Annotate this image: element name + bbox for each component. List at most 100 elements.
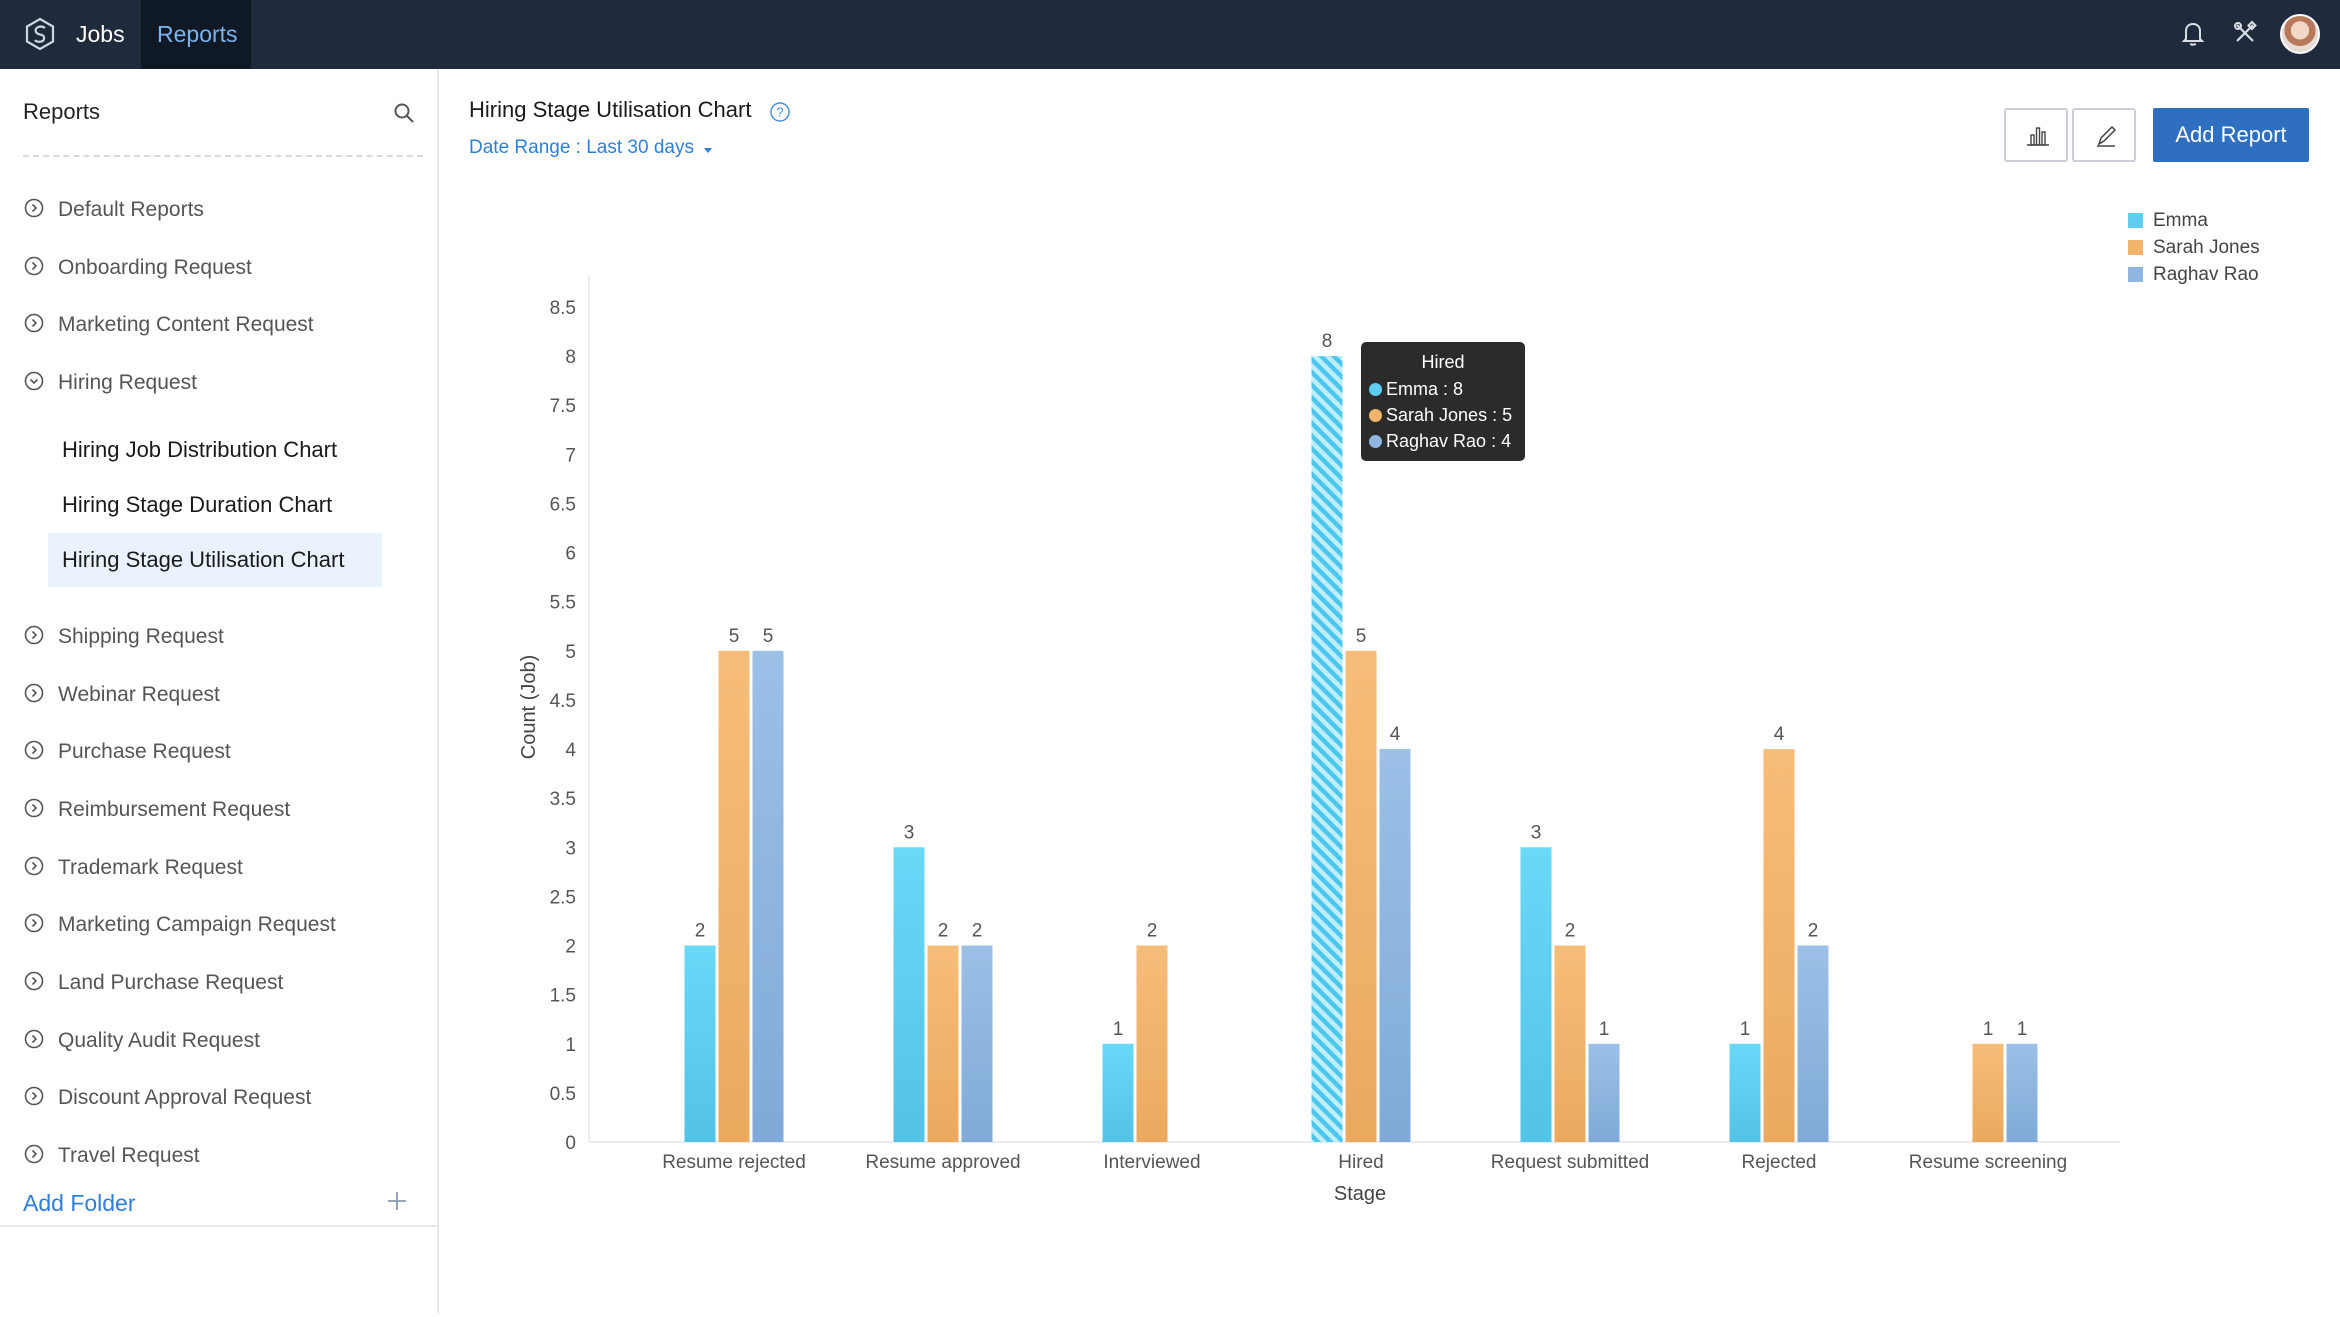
bar-interviewed-sarah-jones — [1136, 945, 1168, 1142]
tools-icon[interactable] — [2228, 16, 2262, 50]
sidebar-item-label: Marketing Campaign Request — [58, 913, 336, 936]
data-label-resume-screening-raghav-rao: 1 — [2017, 1019, 2028, 1040]
data-label-resume-approved-sarah-jones: 2 — [938, 921, 949, 942]
help-icon[interactable]: ? — [769, 101, 791, 123]
y-tick-label: 7 — [565, 445, 576, 466]
bar-chart-icon — [2027, 127, 2049, 146]
chevron-right-circle-icon — [24, 857, 44, 876]
sidebar-footer — [0, 1225, 437, 1317]
tooltip-dot — [1369, 383, 1382, 396]
y-tick-label: 0.5 — [550, 1084, 576, 1105]
legend-swatch — [2128, 213, 2143, 228]
y-tick-label: 7.5 — [550, 396, 576, 417]
tooltip-row-text: Emma : 8 — [1386, 379, 1464, 399]
y-tick-label: 4 — [565, 740, 576, 761]
bar-resume-rejected-raghav-rao — [752, 650, 784, 1142]
x-tick-label-resume-screening: Resume screening — [1909, 1152, 2067, 1173]
data-label-resume-rejected-emma: 2 — [695, 921, 706, 942]
add-folder-link[interactable]: Add Folder — [23, 1190, 136, 1216]
data-label-hired-raghav-rao: 4 — [1390, 724, 1401, 745]
sidebar-item-marketing-content-request[interactable]: Marketing Content Request — [24, 308, 314, 342]
y-tick-label: 2 — [565, 937, 576, 958]
chevron-right-circle-icon — [24, 199, 44, 218]
bar-chart: 0 0.5 1 1.5 2 2.5 3 3.5 4 4.5 5 5.5 6 6.5 7 7.5 8 8.5 Coun… — [518, 275, 2120, 1205]
data-label-interviewed-emma: 1 — [1113, 1019, 1124, 1040]
sidebar-item-webinar-request[interactable]: Webinar Request — [24, 678, 220, 712]
x-tick-label-interviewed: Interviewed — [1103, 1152, 1200, 1173]
plus-icon[interactable] — [386, 1190, 408, 1212]
y-tick-label: 1 — [565, 1035, 576, 1056]
svg-text:?: ? — [776, 105, 783, 120]
sidebar-item-quality-audit-request[interactable]: Quality Audit Request — [24, 1024, 260, 1058]
x-tick-label-resume-rejected: Resume rejected — [662, 1152, 806, 1173]
sidebar-item-onboarding-request[interactable]: Onboarding Request — [24, 251, 252, 285]
legend-item-sarah-jones[interactable]: Sarah Jones — [2128, 237, 2260, 259]
bar-resume-screening-sarah-jones — [1972, 1043, 2004, 1142]
tooltip-row-text: Sarah Jones : 5 — [1386, 405, 1513, 425]
bar-resume-approved-sarah-jones — [927, 945, 959, 1142]
x-tick-label-request-submitted: Request submitted — [1491, 1152, 1649, 1173]
sidebar-subitem-hiring-stage-utilisation-chart[interactable]: Hiring Stage Utilisation Chart — [48, 533, 382, 587]
sidebar-item-reimbursement-request[interactable]: Reimbursement Request — [24, 793, 290, 827]
sidebar-item-land-purchase-request[interactable]: Land Purchase Request — [24, 966, 283, 1000]
y-tick-label: 4.5 — [550, 691, 576, 712]
chart-tooltip: Hired Emma : 8 Sarah Jones : 5 Raghav Ra… — [1361, 342, 1525, 461]
sidebar-item-label: Quality Audit Request — [58, 1029, 260, 1052]
nav-tab-jobs[interactable]: Jobs — [76, 21, 125, 47]
user-avatar[interactable] — [2280, 14, 2320, 54]
edit-report-button[interactable] — [2072, 108, 2136, 162]
sidebar-item-marketing-campaign-request[interactable]: Marketing Campaign Request — [24, 908, 336, 942]
y-tick-label: 8 — [565, 347, 576, 368]
bar-rejected-sarah-jones — [1763, 749, 1795, 1142]
bar-hired-sarah-jones — [1345, 650, 1377, 1142]
search-icon[interactable] — [392, 101, 416, 125]
data-label-rejected-sarah-jones: 4 — [1774, 724, 1785, 745]
legend-item-raghav-rao[interactable]: Raghav Rao — [2128, 264, 2259, 286]
sidebar-item-travel-request[interactable]: Travel Request — [24, 1139, 200, 1173]
date-range-selector[interactable]: Date Range : Last 30 days — [469, 137, 694, 158]
tooltip-title: Hired — [1421, 352, 1465, 372]
add-report-button[interactable]: Add Report — [2153, 108, 2309, 162]
chevron-right-circle-icon — [24, 799, 44, 818]
bar-resume-approved-raghav-rao — [961, 945, 993, 1142]
chevron-right-circle-icon — [24, 741, 44, 760]
chevron-right-circle-icon — [24, 684, 44, 703]
sidebar-item-label: Discount Approval Request — [58, 1086, 312, 1109]
app-logo-icon[interactable] — [20, 14, 60, 54]
y-tick-label: 5 — [565, 642, 576, 663]
chevron-right-circle-icon — [24, 1145, 44, 1164]
sidebar-item-default-reports[interactable]: Default Reports — [24, 193, 204, 227]
data-label-hired-emma: 8 — [1322, 331, 1333, 352]
x-tick-label-hired: Hired — [1338, 1152, 1383, 1173]
y-tick-label: 1.5 — [550, 986, 576, 1007]
bar-request-submitted-sarah-jones — [1554, 945, 1586, 1142]
x-tick-label-resume-approved: Resume approved — [865, 1152, 1020, 1173]
data-label-rejected-raghav-rao: 2 — [1808, 921, 1819, 942]
sidebar-item-label: Default Reports — [58, 198, 204, 221]
chart-type-button[interactable] — [2004, 108, 2068, 162]
tooltip-dot — [1369, 435, 1382, 448]
sidebar-subitem-hiring-job-distribution-chart[interactable]: Hiring Job Distribution Chart — [62, 437, 338, 462]
sidebar-subitem-hiring-stage-duration-chart[interactable]: Hiring Stage Duration Chart — [62, 492, 333, 517]
legend-item-emma[interactable]: Emma — [2128, 210, 2208, 232]
caret-down-icon[interactable] — [702, 147, 714, 155]
bar-resume-rejected-emma — [684, 945, 716, 1142]
sidebar-item-hiring-request[interactable]: Hiring Request — [24, 366, 197, 400]
data-label-request-submitted-raghav-rao: 1 — [1599, 1019, 1610, 1040]
nav-tab-reports[interactable]: Reports — [141, 0, 251, 69]
sidebar-item-purchase-request[interactable]: Purchase Request — [24, 735, 231, 769]
chevron-right-circle-icon — [24, 1087, 44, 1106]
sidebar-item-discount-approval-request[interactable]: Discount Approval Request — [24, 1081, 311, 1115]
bar-resume-rejected-sarah-jones — [718, 650, 750, 1142]
sidebar-item-label: Land Purchase Request — [58, 971, 284, 994]
bar-resume-screening-raghav-rao — [2006, 1043, 2038, 1142]
sidebar-item-label: Onboarding Request — [58, 256, 252, 279]
sidebar-item-shipping-request[interactable]: Shipping Request — [24, 620, 224, 654]
legend-swatch — [2128, 267, 2143, 282]
bell-icon[interactable] — [2176, 16, 2210, 50]
data-label-resume-screening-sarah-jones: 1 — [1983, 1019, 1994, 1040]
chevron-right-circle-icon — [24, 314, 44, 333]
top-bar: Jobs Reports — [0, 0, 2340, 69]
sidebar-item-trademark-request[interactable]: Trademark Request — [24, 851, 243, 885]
chevron-right-circle-icon — [24, 972, 44, 991]
